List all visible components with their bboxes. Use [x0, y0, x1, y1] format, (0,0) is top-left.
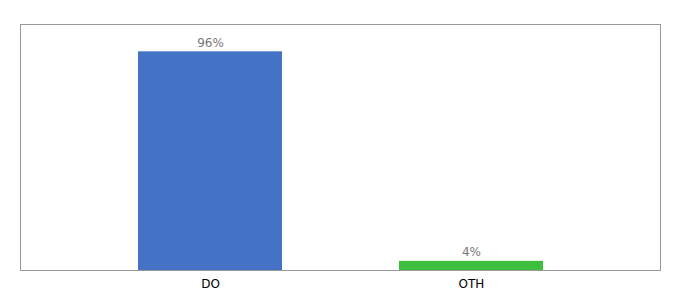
svg-text:4%: 4% [462, 245, 481, 259]
svg-text:DO: DO [201, 277, 220, 291]
svg-text:96%: 96% [197, 36, 224, 50]
svg-text:OTH: OTH [459, 277, 485, 291]
